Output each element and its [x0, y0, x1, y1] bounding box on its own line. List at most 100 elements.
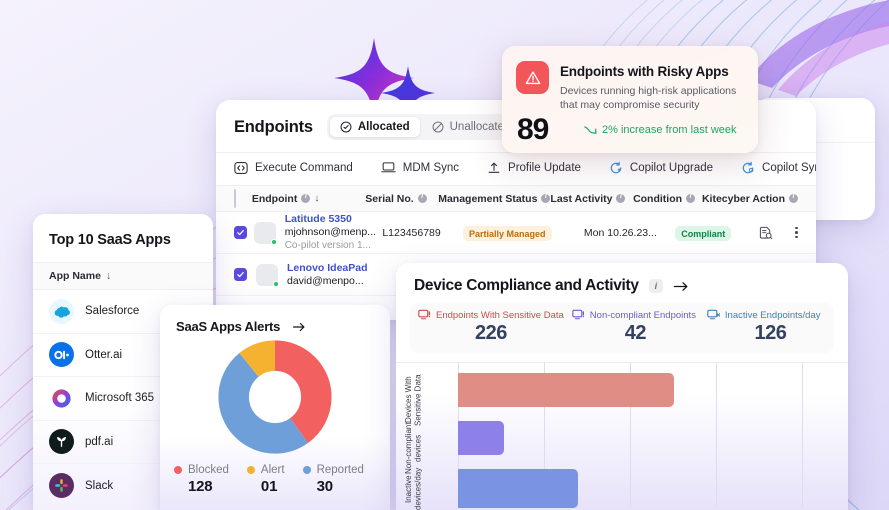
salesforce-logo — [49, 298, 74, 324]
cell-management-status: Partially Managed — [462, 224, 584, 242]
legend-value-alert: 01 — [260, 478, 278, 495]
warning-triangle-icon — [516, 61, 549, 94]
info-icon[interactable] — [417, 193, 427, 203]
slash-circle-icon — [432, 121, 444, 133]
bar-noncompliant — [458, 421, 504, 455]
bar-label-inactive: Inactive devices/day — [404, 467, 423, 510]
copilot-upgrade-label: Copilot Upgrade — [629, 161, 714, 174]
alerts-legend: Blocked 128 Alert 01 Reported 30 — [160, 458, 390, 495]
legend-value-reported: 30 — [316, 478, 333, 495]
device-name[interactable]: Latitude 5350 — [284, 213, 352, 225]
risky-apps-value: 89 — [517, 113, 549, 146]
bar-sensitive-data — [458, 373, 674, 407]
tab-allocated-label: Allocated — [357, 121, 410, 133]
device-copilot-version: Co-pilot version 1... — [284, 240, 371, 251]
avatar — [256, 263, 279, 287]
column-endpoint[interactable]: Endpoint ↓ — [252, 193, 365, 205]
device-name[interactable]: Lenovo IdeaPad — [287, 261, 368, 274]
document-scan-icon[interactable] — [759, 226, 773, 240]
device-email: david@menpo... — [287, 274, 364, 287]
online-status-dot — [273, 280, 279, 287]
device-compliance-header: Device Compliance and Activity i — [396, 263, 848, 295]
sort-down-arrow-icon[interactable]: ↓ — [314, 193, 320, 204]
column-last-activity[interactable]: Last Activity — [550, 193, 633, 205]
select-all-checkbox[interactable] — [234, 188, 252, 208]
endpoints-header: Endpoints Allocated Unallocated — [216, 100, 816, 152]
info-icon[interactable] — [541, 193, 551, 203]
arrow-right-icon[interactable] — [292, 321, 306, 333]
list-item[interactable]: Microsoft 365 — [33, 377, 213, 421]
check-icon — [237, 229, 244, 236]
app-name: Microsoft 365 — [85, 392, 155, 405]
app-name: Slack — [85, 479, 114, 492]
column-serial-no-label: Serial No. — [365, 192, 414, 205]
column-condition[interactable]: Condition — [633, 193, 702, 205]
risky-apps-description: Devices running high-risk applications t… — [560, 85, 737, 111]
page-title: Endpoints — [234, 117, 313, 136]
copilot-upgrade-icon — [610, 161, 622, 173]
list-item[interactable]: Salesforce — [33, 290, 213, 334]
alerts-donut-chart — [160, 336, 390, 458]
kpi-value: 226 — [474, 322, 507, 344]
risky-apps-callout: Endpoints with Risky Apps Devices runnin… — [502, 46, 758, 153]
row-checkbox[interactable] — [234, 226, 254, 239]
kpi-value: 42 — [624, 322, 647, 344]
app-name: Salesforce — [85, 305, 140, 318]
trend-down-arrow-icon — [584, 125, 597, 134]
cell-serial-no: L123456789 — [382, 226, 441, 239]
chart-bars — [396, 363, 848, 508]
legend-label-alert: Alert — [260, 464, 285, 476]
legend-item-blocked: Blocked 128 — [174, 464, 229, 495]
column-management-status[interactable]: Management Status — [438, 192, 551, 205]
saas-apps-column-header[interactable]: App Name ↓ — [33, 262, 213, 290]
info-icon[interactable] — [686, 193, 696, 203]
saas-alerts-title: SaaS Apps Alerts — [176, 319, 281, 334]
profile-update-button[interactable]: Profile Update — [487, 161, 581, 175]
info-icon[interactable] — [301, 193, 311, 203]
copilot-sync-button[interactable]: Copilot Sync — [741, 161, 816, 175]
legend-item-reported: Reported 30 — [302, 464, 364, 495]
profile-update-label: Profile Update — [508, 161, 581, 174]
kpi-inactive: Inactive Endpoints/day 126 — [699, 309, 834, 345]
list-item[interactable]: Otter.ai — [33, 334, 213, 377]
kebab-menu-icon[interactable] — [795, 226, 799, 239]
copilot-upgrade-button[interactable]: Copilot Upgrade — [609, 161, 713, 175]
monitor-alert-icon — [418, 309, 431, 320]
monitor-inactive-icon — [707, 309, 720, 320]
tab-allocated[interactable]: Allocated — [329, 117, 420, 137]
list-item[interactable]: Slack — [33, 464, 213, 508]
device-compliance-card: Device Compliance and Activity i Endpoin… — [396, 263, 848, 510]
list-item[interactable]: pdf.ai — [33, 421, 213, 464]
saas-apps-title: Top 10 SaaS Apps — [49, 232, 171, 248]
mdm-sync-button[interactable]: MDM Sync — [381, 160, 459, 175]
column-kitecyber-action[interactable]: Kitecyber Action — [702, 193, 798, 205]
sort-down-arrow-icon[interactable]: ↓ — [105, 270, 112, 282]
laptop-icon — [381, 162, 396, 173]
pdfai-logo — [49, 429, 74, 455]
tab-unallocated[interactable]: Unallocated — [422, 117, 521, 137]
mdm-sync-label: MDM Sync — [402, 161, 460, 174]
execute-command-button[interactable]: Execute Command — [234, 161, 353, 175]
kpi-noncompliant: Non-compliant Endpoints 42 — [564, 309, 699, 345]
column-serial-no[interactable]: Serial No. — [365, 193, 438, 205]
cell-condition: Compliant — [675, 224, 751, 242]
legend-dot-alert — [246, 466, 255, 474]
legend-label-blocked: Blocked — [188, 464, 229, 476]
device-compliance-kpis: Endpoints With Sensitive Data 226 Non-co… — [410, 303, 834, 353]
table-row[interactable]: Latitude 5350 mjohnson@menp... Co-pilot … — [216, 212, 816, 254]
copilot-sync-label: Copilot Sync — [762, 161, 816, 174]
device-compliance-bar-chart: Devices With Sensitive Data Non-complian… — [396, 362, 848, 510]
column-condition-label: Condition — [633, 192, 683, 205]
copilot-sync-icon — [742, 161, 754, 173]
column-management-status-label: Management Status — [438, 192, 538, 205]
device-email: mjohnson@menp... — [284, 226, 376, 238]
row-checkbox[interactable] — [234, 268, 256, 281]
info-icon[interactable]: i — [648, 279, 663, 293]
app-name-label: App Name — [49, 270, 101, 282]
info-icon[interactable] — [616, 193, 626, 203]
arrow-right-icon[interactable] — [673, 280, 689, 293]
check-circle-icon — [340, 121, 352, 133]
upload-icon — [488, 162, 500, 173]
info-icon[interactable] — [789, 193, 798, 203]
cell-last-activity: Mon 10.26.23... — [583, 226, 657, 239]
